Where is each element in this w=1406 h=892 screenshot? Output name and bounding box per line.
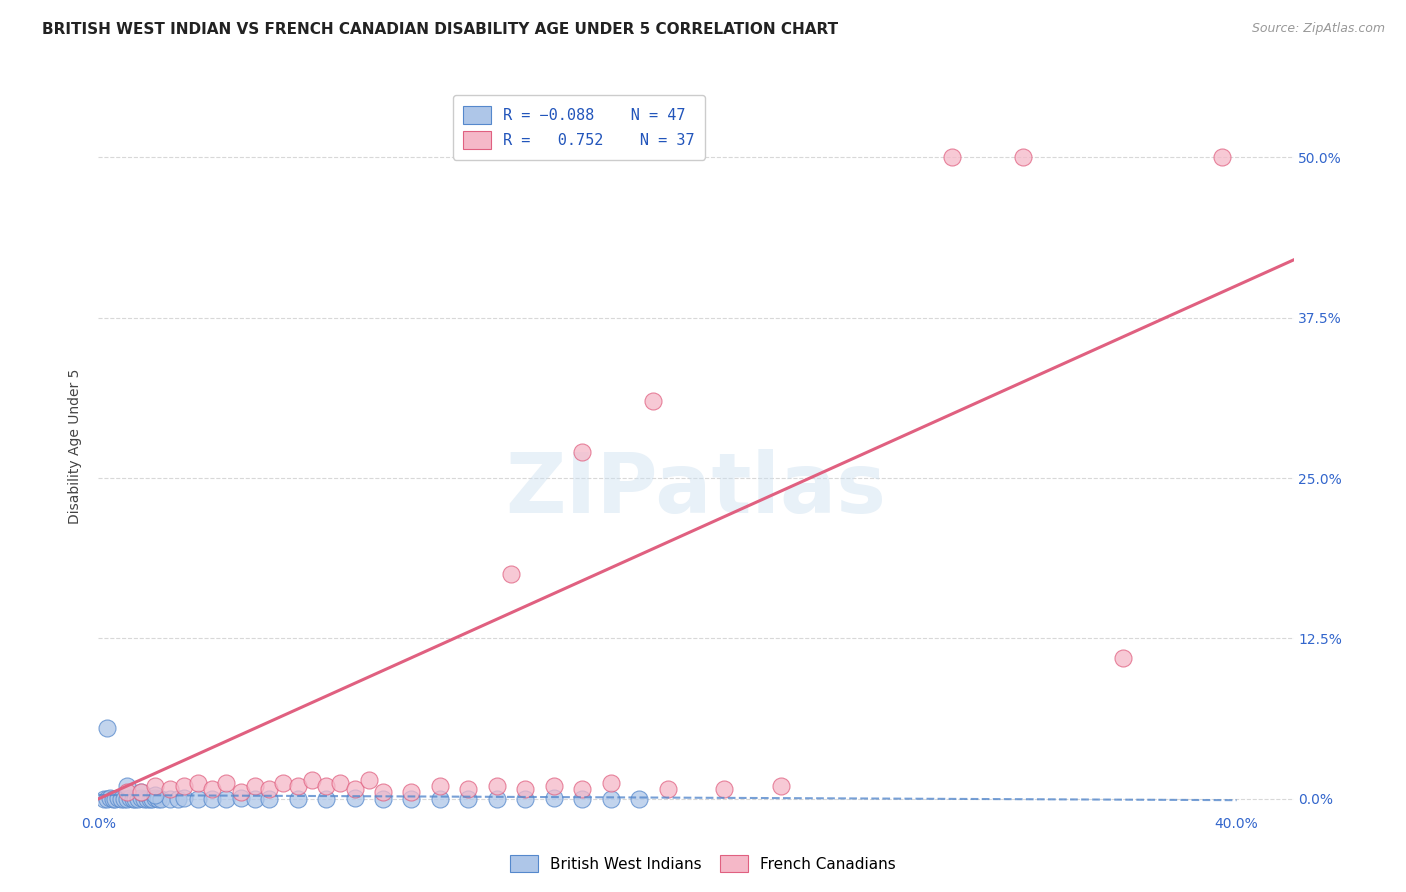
Point xyxy=(187,776,209,790)
Point xyxy=(173,779,195,793)
Point xyxy=(129,790,152,805)
Point xyxy=(287,779,309,793)
Point xyxy=(571,792,593,806)
Point xyxy=(93,792,115,806)
Point xyxy=(115,779,138,793)
Point xyxy=(515,781,537,796)
Point xyxy=(599,792,621,806)
Point xyxy=(485,792,508,806)
Y-axis label: Disability Age Under 5: Disability Age Under 5 xyxy=(69,368,83,524)
Point xyxy=(301,772,323,787)
Point xyxy=(457,792,479,806)
Point xyxy=(401,792,423,806)
Point xyxy=(257,792,280,806)
Point xyxy=(1112,650,1135,665)
Point xyxy=(257,781,280,796)
Legend: British West Indians, French Canadians: British West Indians, French Canadians xyxy=(503,847,903,880)
Point xyxy=(273,776,295,790)
Point xyxy=(96,792,118,806)
Point xyxy=(429,792,451,806)
Point xyxy=(543,779,565,793)
Point xyxy=(770,779,793,793)
Point xyxy=(371,792,394,806)
Point xyxy=(643,394,665,409)
Point xyxy=(429,779,451,793)
Point xyxy=(357,772,380,787)
Point xyxy=(124,792,146,806)
Point xyxy=(499,567,522,582)
Point xyxy=(159,792,181,806)
Point xyxy=(287,792,309,806)
Point xyxy=(104,792,127,806)
Point xyxy=(135,792,157,806)
Point xyxy=(118,790,141,805)
Point xyxy=(485,779,508,793)
Point xyxy=(129,785,152,799)
Point xyxy=(98,790,121,805)
Point xyxy=(941,150,963,164)
Point xyxy=(143,790,166,805)
Point xyxy=(628,792,651,806)
Point xyxy=(173,790,195,805)
Point xyxy=(457,781,479,796)
Point xyxy=(713,781,735,796)
Text: Source: ZipAtlas.com: Source: ZipAtlas.com xyxy=(1251,22,1385,36)
Point xyxy=(343,781,366,796)
Point xyxy=(101,792,124,806)
Point xyxy=(571,781,593,796)
Text: ZIPatlas: ZIPatlas xyxy=(506,450,886,531)
Point xyxy=(657,781,679,796)
Point xyxy=(515,792,537,806)
Point xyxy=(229,785,252,799)
Point xyxy=(159,781,181,796)
Point xyxy=(401,785,423,799)
Point xyxy=(1012,150,1035,164)
Point xyxy=(110,792,132,806)
Point xyxy=(96,721,118,735)
Point xyxy=(115,785,138,799)
Point xyxy=(112,792,135,806)
Point xyxy=(148,792,170,806)
Point xyxy=(201,792,224,806)
Point xyxy=(315,779,337,793)
Point xyxy=(141,792,163,806)
Point xyxy=(187,792,209,806)
Point xyxy=(315,792,337,806)
Text: BRITISH WEST INDIAN VS FRENCH CANADIAN DISABILITY AGE UNDER 5 CORRELATION CHART: BRITISH WEST INDIAN VS FRENCH CANADIAN D… xyxy=(42,22,838,37)
Point xyxy=(571,445,593,459)
Point xyxy=(115,792,138,806)
Point xyxy=(329,776,352,790)
Point xyxy=(150,792,173,806)
Point xyxy=(143,788,166,802)
Point xyxy=(371,785,394,799)
Point xyxy=(1211,150,1233,164)
Point xyxy=(143,779,166,793)
Point xyxy=(107,790,129,805)
Point xyxy=(121,792,143,806)
Point xyxy=(243,792,266,806)
Point xyxy=(167,792,190,806)
Point xyxy=(132,792,155,806)
Point xyxy=(215,776,238,790)
Point xyxy=(201,781,224,796)
Point xyxy=(243,779,266,793)
Point xyxy=(599,776,621,790)
Legend: R = −0.088    N = 47, R =   0.752    N = 37: R = −0.088 N = 47, R = 0.752 N = 37 xyxy=(453,95,706,160)
Point xyxy=(138,792,160,806)
Point xyxy=(127,792,149,806)
Point xyxy=(229,790,252,805)
Point xyxy=(129,785,152,799)
Point xyxy=(215,792,238,806)
Point xyxy=(543,790,565,805)
Point xyxy=(343,790,366,805)
